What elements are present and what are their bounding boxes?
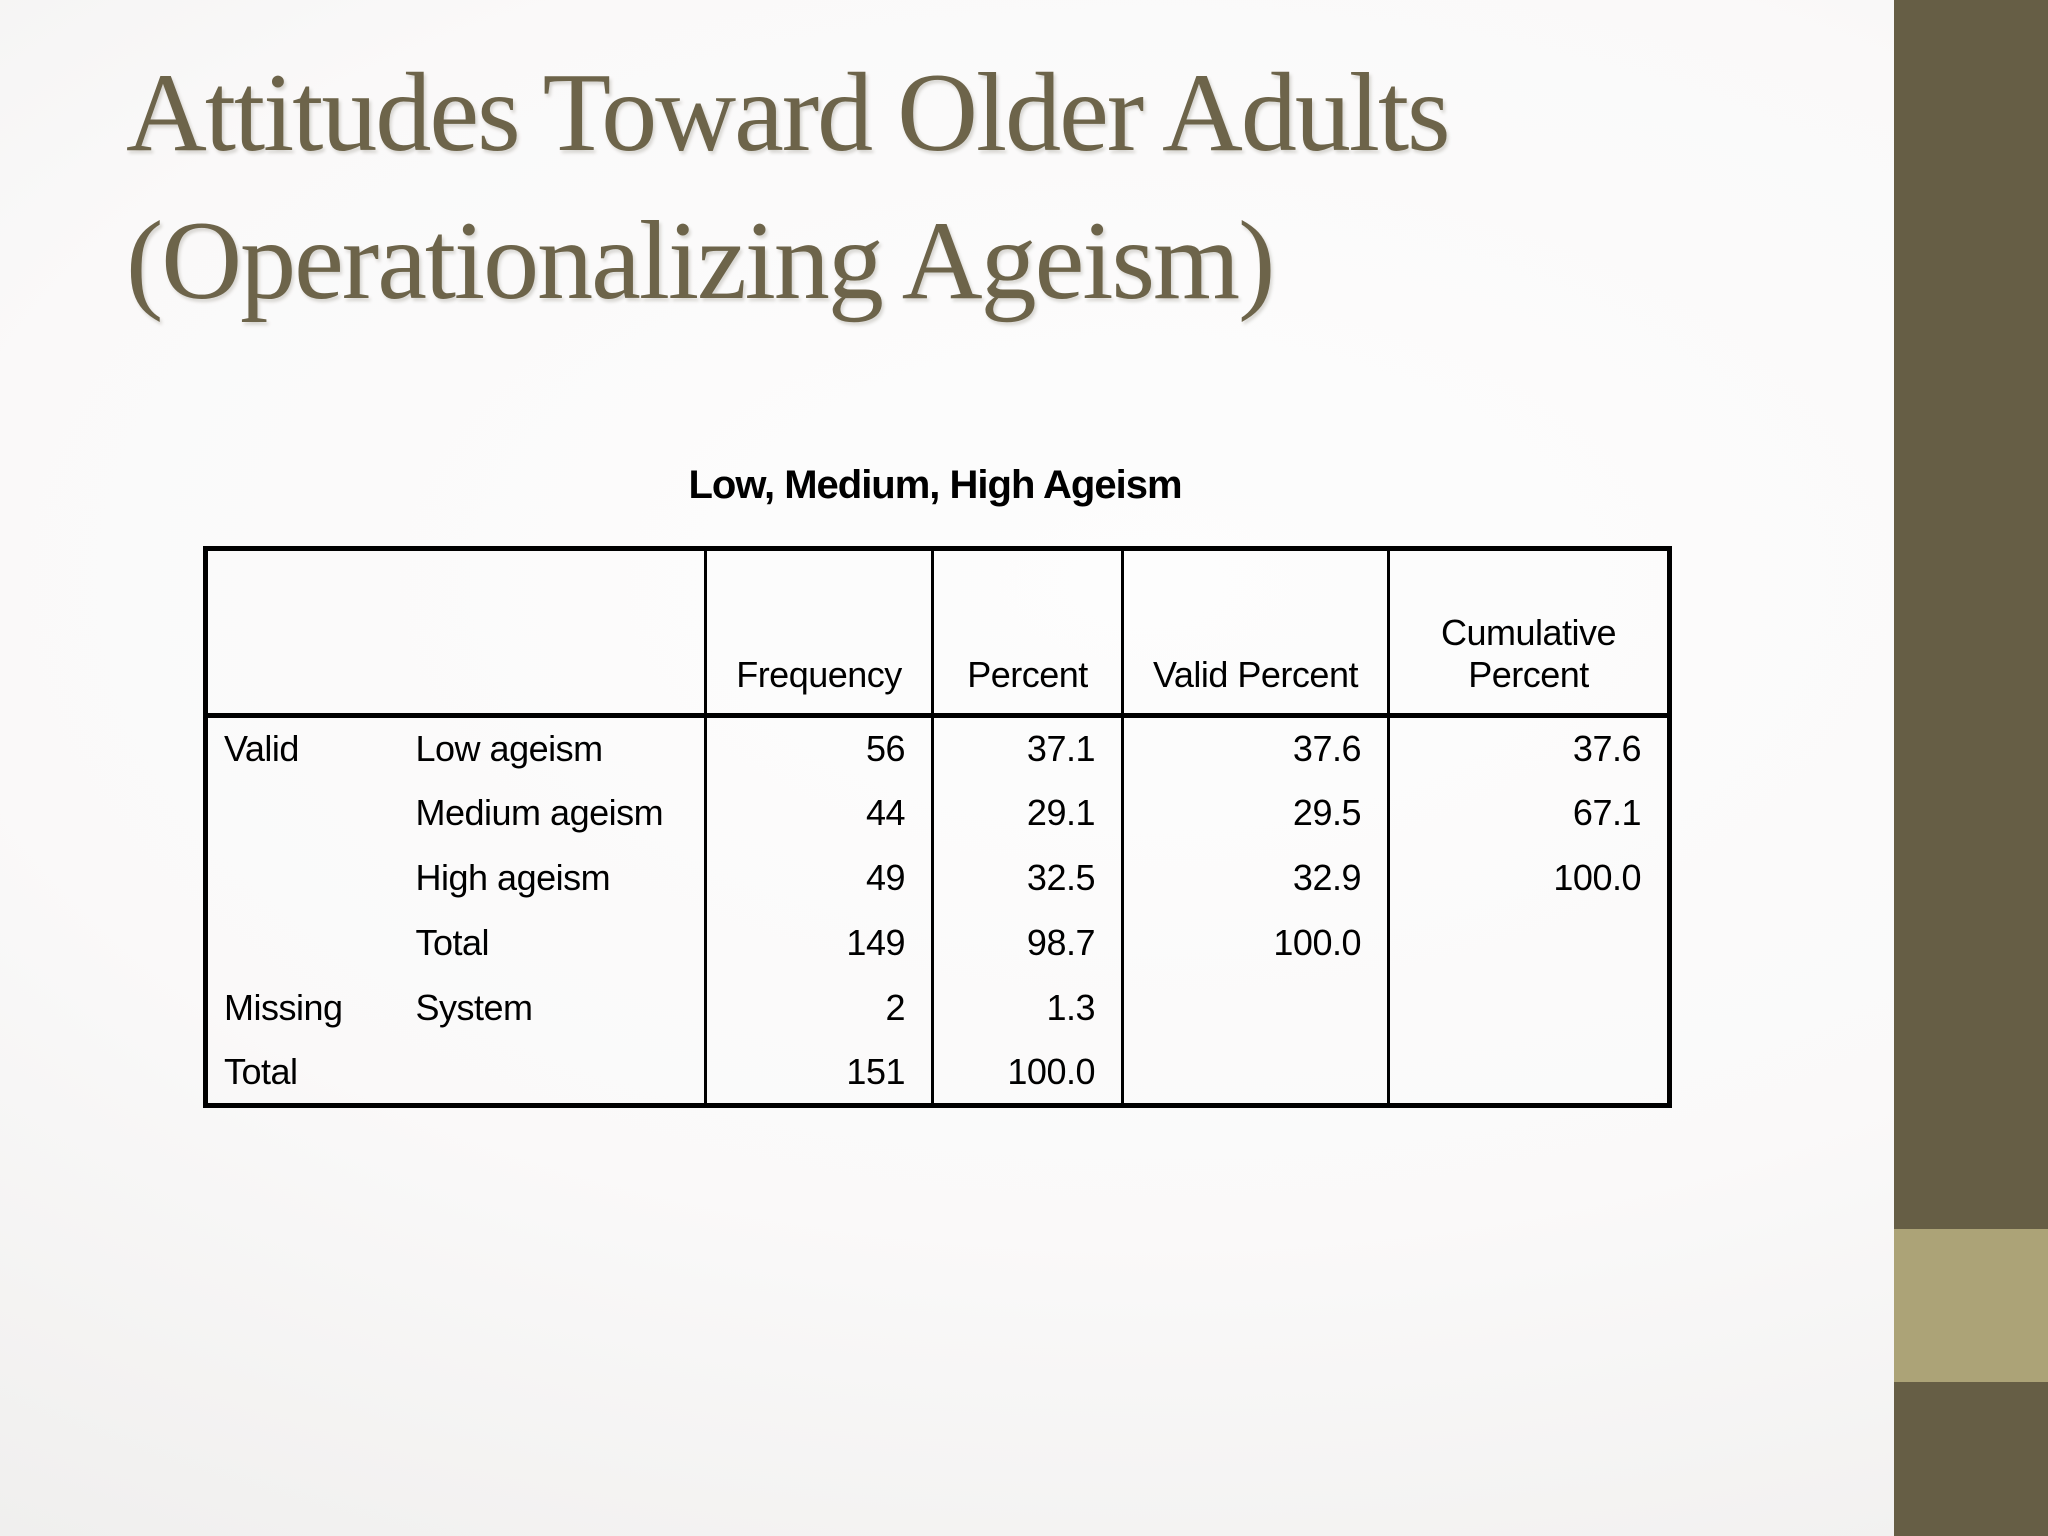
table-cell-percent: 100.0 (931, 1040, 1123, 1106)
table-cell-cumulative-percent: 67.1 (1387, 780, 1670, 846)
table-cell-valid-percent: 100.0 (1121, 910, 1389, 976)
slide-title-line-2: (Operationalizing Ageism) (126, 198, 1275, 323)
table-cell-valid-percent (1121, 1040, 1389, 1106)
table-cell-frequency: 44 (704, 780, 933, 846)
sidebar-accent-bar (1894, 0, 2048, 1536)
table-cell-valid-percent: 32.9 (1121, 845, 1389, 911)
table-row: Total 149 98.7 100.0 (206, 910, 1670, 976)
table-cell-percent: 37.1 (931, 715, 1123, 781)
table-cell-frequency: 149 (704, 910, 933, 976)
table-cell-group (206, 781, 414, 846)
column-header-cumulative-percent: Cumulative Percent (1387, 548, 1670, 718)
table-header-row: Frequency Percent Valid Percent Cumulati… (205, 548, 1670, 718)
stub-header-cell (205, 548, 706, 718)
table-cell-frequency: 49 (704, 845, 933, 911)
table-cell-percent: 1.3 (931, 975, 1123, 1041)
table-cell-frequency: 2 (704, 975, 933, 1041)
column-header-frequency: Frequency (704, 548, 933, 718)
table-cell-valid-percent: 37.6 (1121, 715, 1389, 781)
table-cell-cumulative-percent (1387, 975, 1670, 1041)
table-cell-label: System (415, 987, 534, 1028)
table-cell-group: Total (224, 1050, 298, 1092)
table-cell-label: Medium ageism (415, 792, 664, 833)
table-cell-cumulative-percent (1387, 910, 1670, 976)
table-row: Valid Low ageism 56 37.1 37.6 37.6 (206, 715, 1670, 781)
frequency-table: Frequency Percent Valid Percent Cumulati… (203, 546, 1672, 1108)
table-cell-percent: 98.7 (931, 910, 1123, 976)
column-header-valid-percent: Valid Percent (1121, 548, 1389, 718)
table-cell-frequency: 151 (704, 1040, 933, 1106)
table-cell-frequency: 56 (704, 715, 933, 781)
table-cell-percent: 29.1 (931, 780, 1123, 846)
table-cell-group (206, 846, 414, 911)
table-cell-cumulative-percent (1387, 1040, 1670, 1106)
table-row: Total 151 100.0 (206, 1040, 1670, 1106)
table-cell-label (414, 1041, 706, 1106)
table-cell-label: Low ageism (415, 728, 604, 770)
table-cell-valid-percent: 29.5 (1121, 780, 1389, 846)
spss-output-block: Low, Medium, High Ageism Frequency Perce… (203, 462, 1672, 1108)
table-cell-percent: 32.5 (931, 845, 1123, 911)
table-cell-valid-percent (1121, 975, 1389, 1041)
slide-title: Attitudes Toward Older Adults (Operation… (126, 40, 1451, 336)
sidebar-accent-square (1894, 1229, 2048, 1382)
slide-title-line-1: Attitudes Toward Older Adults (126, 51, 1451, 175)
table-cell-label: High ageism (415, 857, 611, 898)
table-row: Missing System 2 1.3 (206, 975, 1670, 1041)
table-row: High ageism 49 32.5 32.9 100.0 (206, 845, 1670, 911)
table-cell-cumulative-percent: 100.0 (1387, 845, 1670, 911)
table-cell-group: Missing (224, 987, 343, 1028)
table-cell-label: Total (415, 922, 490, 963)
table-row: Medium ageism 44 29.1 29.5 67.1 (206, 780, 1670, 846)
table-title: Low, Medium, High Ageism (688, 463, 1182, 507)
table-cell-cumulative-percent: 37.6 (1387, 715, 1670, 781)
column-header-percent: Percent (931, 548, 1123, 718)
table-cell-group: Valid (224, 728, 299, 770)
table-cell-group (206, 911, 414, 976)
